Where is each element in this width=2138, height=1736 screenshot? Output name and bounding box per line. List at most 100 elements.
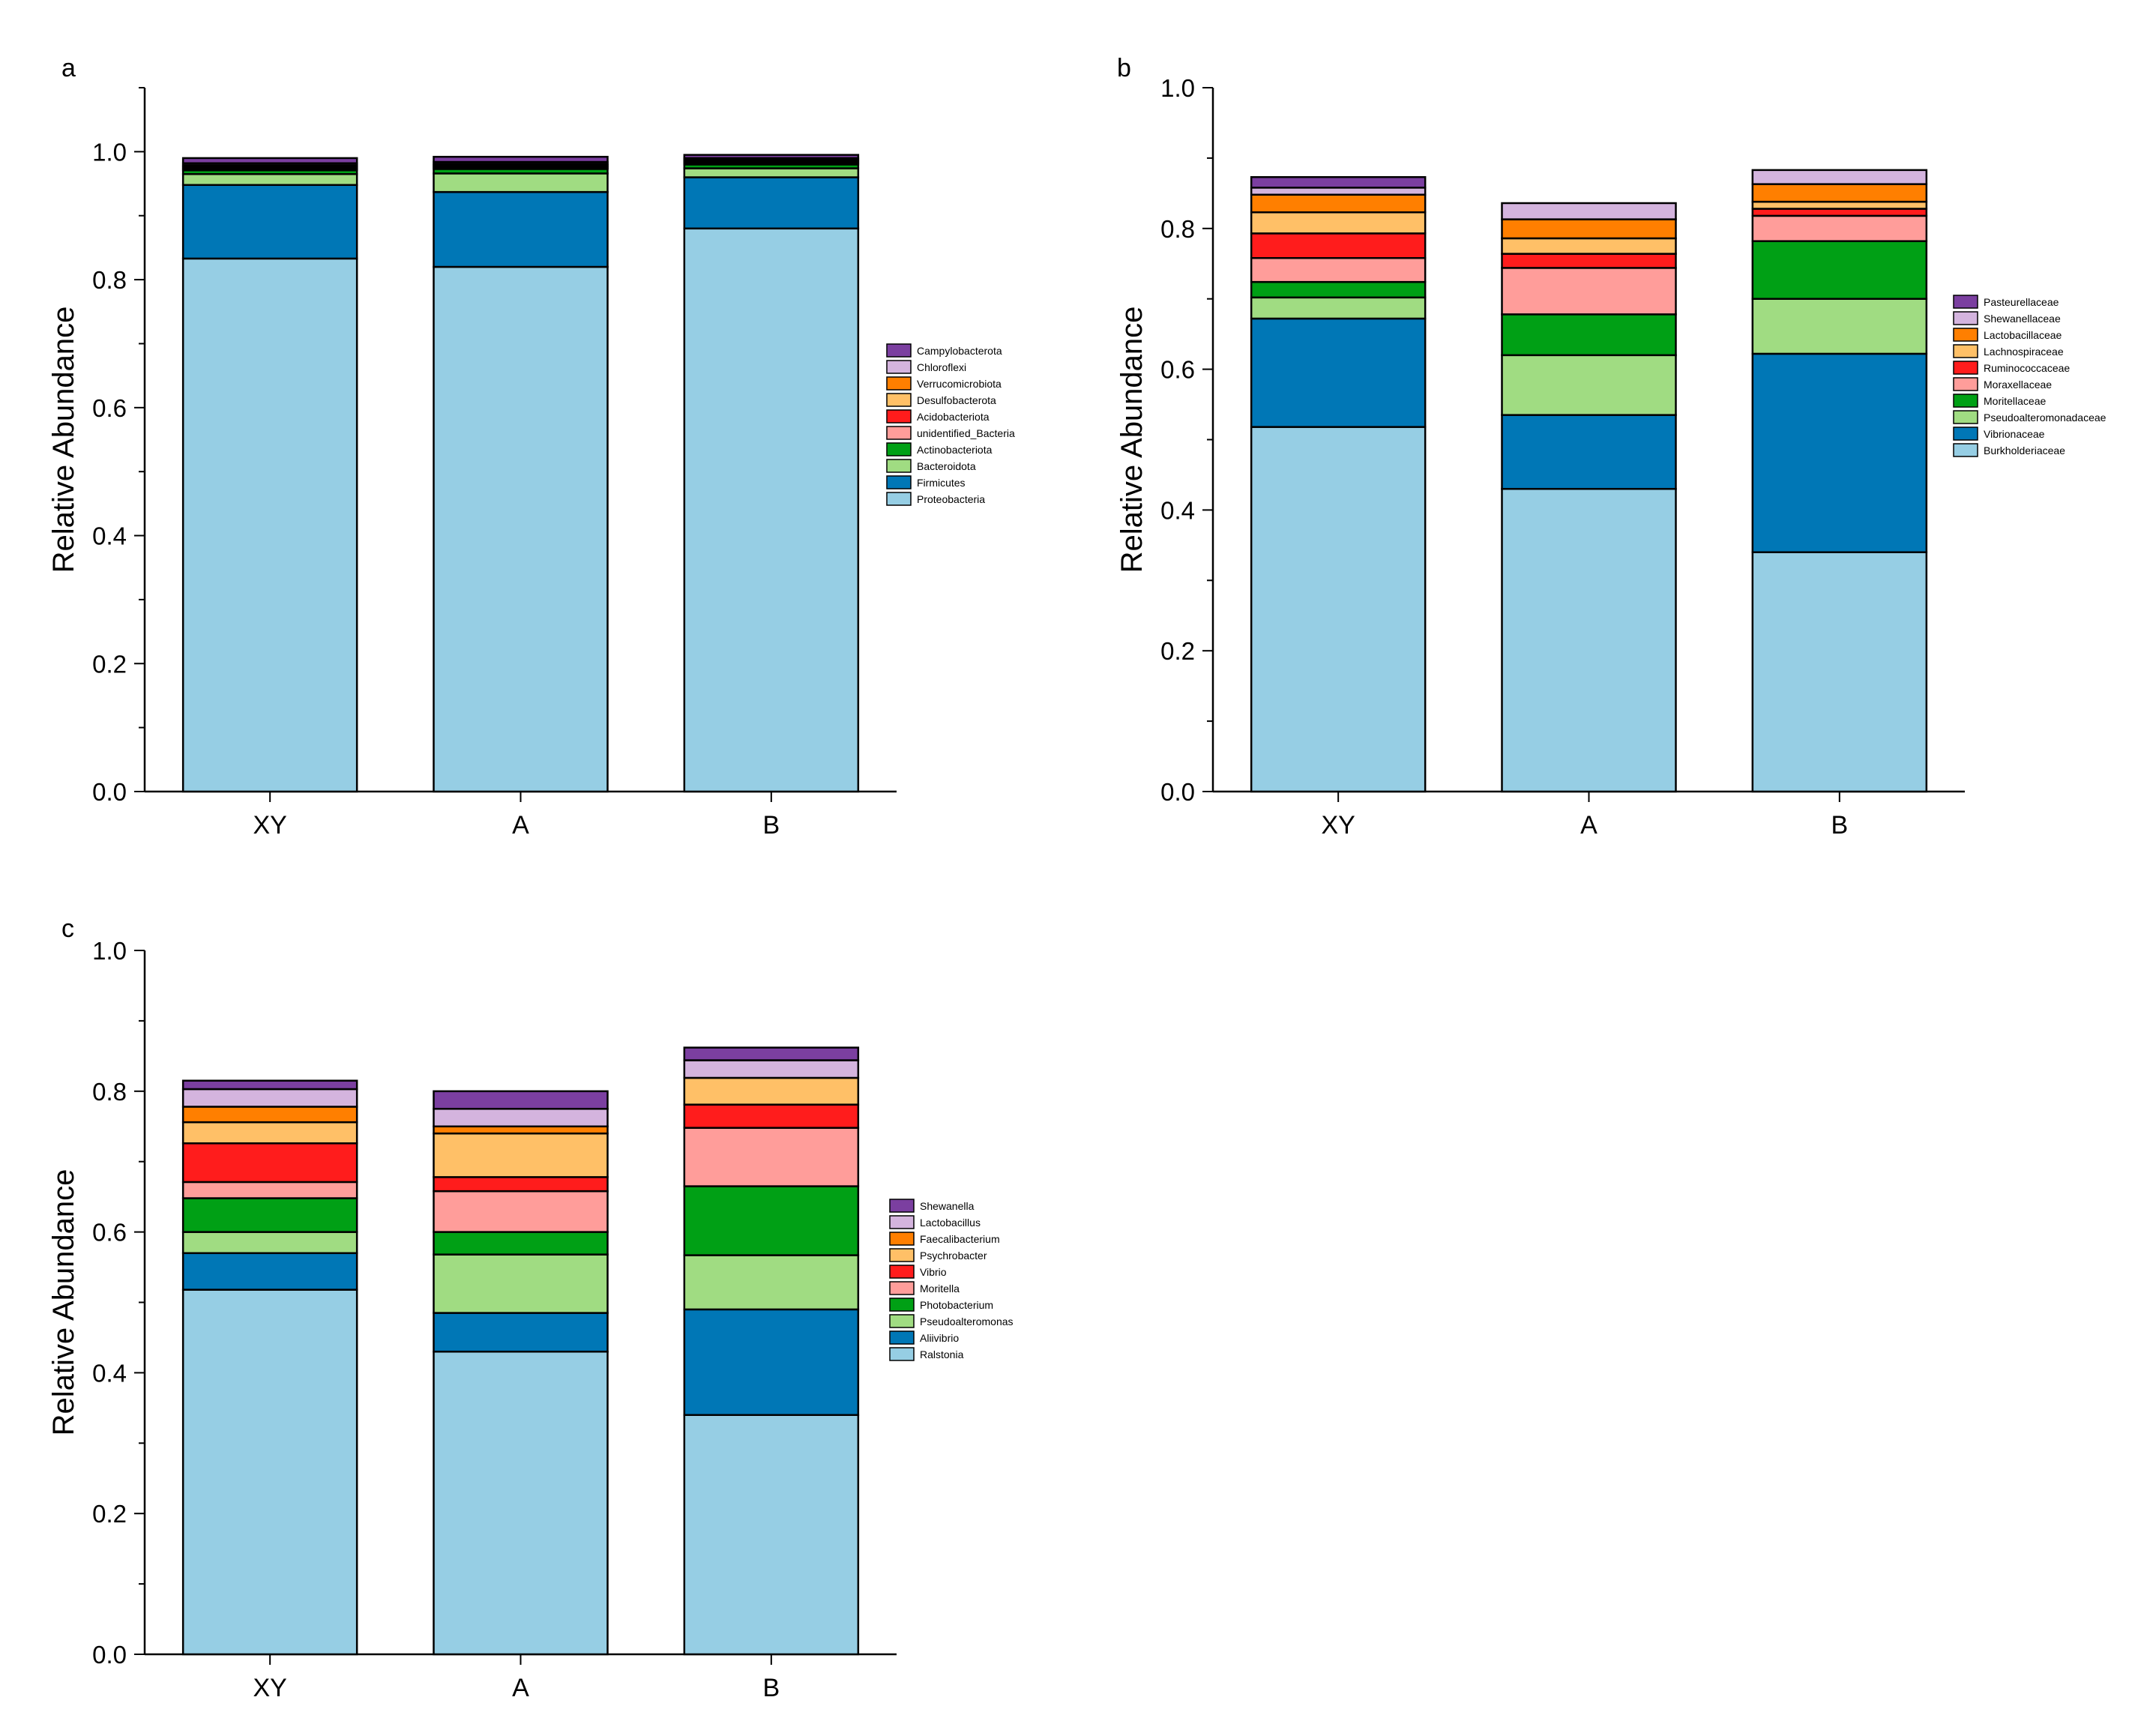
legend-label: Campylobacterota <box>917 345 1002 357</box>
bar-segment <box>1751 551 1928 793</box>
bar-segment <box>683 1127 860 1187</box>
bar-segment <box>1501 487 1677 793</box>
legend-label: Ruminococcaceae <box>1984 362 2070 374</box>
y-axis-title: Relative Abundance <box>1115 307 1148 573</box>
y-tick-label: 0.2 <box>92 650 127 678</box>
x-tick-label: B <box>762 1674 780 1702</box>
bar-segment <box>683 1076 860 1106</box>
legend-swatch <box>886 426 912 440</box>
bar-segment <box>181 184 358 260</box>
bar-segment <box>683 1103 860 1129</box>
legend-label: Moritella <box>920 1283 960 1295</box>
bar-segment <box>181 257 358 793</box>
x-tick-label: A <box>512 811 529 840</box>
bar-segment <box>1501 313 1677 357</box>
bar-segment <box>181 1231 358 1255</box>
legend-label: Moraxellaceae <box>1984 379 2052 391</box>
bar-segment <box>1501 354 1677 416</box>
bar-segment <box>433 1176 609 1193</box>
bar-segment <box>433 1132 609 1178</box>
legend-label: Chloroflexi <box>917 361 966 373</box>
panel-label: c <box>61 914 74 943</box>
bar-segment <box>683 1059 860 1079</box>
bar-segment <box>1751 208 1928 217</box>
legend-label: Actinobacteriota <box>917 444 993 456</box>
bar-segment <box>181 1197 358 1233</box>
y-tick-label: 1.0 <box>1160 74 1195 102</box>
bar-segment <box>1250 193 1427 214</box>
bar-segment <box>1751 240 1928 300</box>
y-tick-label: 0.2 <box>92 1500 127 1528</box>
legend-label: Burkholderiaceae <box>1984 444 2065 456</box>
bar-segment <box>181 1088 358 1108</box>
x-tick-label: A <box>512 1674 529 1702</box>
y-tick-label: 0.6 <box>1160 356 1195 384</box>
legend-label: Photobacterium <box>920 1299 993 1311</box>
legend-swatch <box>1953 443 1978 457</box>
bar-segment <box>683 1046 860 1061</box>
legend-label: Psychrobacter <box>920 1250 987 1262</box>
y-tick-label: 0.0 <box>1160 778 1195 806</box>
bar-segment <box>1751 169 1928 185</box>
legend-swatch <box>889 1215 915 1229</box>
bar-segment <box>1501 253 1677 269</box>
legend-label: Desulfobacterota <box>917 394 996 406</box>
legend: Shewanella Lactobacillus Faecalibacterium P… <box>889 1199 1014 1361</box>
legend-swatch <box>886 393 912 407</box>
bar-segment <box>433 1108 609 1128</box>
legend-label: Pasteurellaceae <box>1984 296 2059 308</box>
y-tick-label: 1.0 <box>92 937 127 965</box>
legend-swatch <box>886 343 912 358</box>
legend-label: Lactobacillus <box>920 1217 981 1229</box>
bar-segment <box>1751 183 1928 203</box>
bar-segment <box>1751 200 1928 210</box>
bar-segment <box>1501 267 1677 316</box>
bar-segment <box>1250 176 1427 189</box>
bar-segment <box>433 1090 609 1110</box>
legend-swatch <box>889 1298 915 1312</box>
legend-swatch <box>886 442 912 456</box>
y-axis-title: Relative Abundance <box>47 1169 80 1436</box>
legend-label: Lactobacillaceae <box>1984 329 2062 341</box>
y-tick-label: 0.8 <box>1160 215 1195 243</box>
legend-swatch <box>1953 361 1978 375</box>
legend-label: Shewanella <box>920 1200 975 1212</box>
legend-label: Aliivibrio <box>920 1332 959 1344</box>
bar-segment <box>683 176 860 230</box>
bar-segment <box>181 1121 358 1145</box>
legend-swatch <box>1953 328 1978 342</box>
chart-panel-b: b 0.0 0.2 0.4 0.6 0.8 1.0 Relative Abundance XY A… <box>1115 54 2107 840</box>
legend-label: Verrucomicrobiota <box>917 378 1002 390</box>
legend-swatch <box>889 1314 915 1328</box>
legend-swatch <box>886 475 912 489</box>
bar-segment <box>1501 218 1677 240</box>
legend-swatch <box>1953 410 1978 424</box>
bar-segment <box>433 190 609 268</box>
bar-segment <box>181 172 358 187</box>
legend-swatch <box>1953 394 1978 408</box>
legend-swatch <box>1953 344 1978 358</box>
bar-segment <box>1250 426 1427 793</box>
legend-swatch <box>886 376 912 391</box>
bar-segment <box>433 265 609 793</box>
legend-swatch <box>886 409 912 424</box>
legend-label: Acidobacteriota <box>917 411 990 423</box>
y-tick-label: 0.4 <box>1160 496 1195 524</box>
bar-segment <box>1250 317 1427 428</box>
bar-segment <box>1250 296 1427 320</box>
legend-label: Moritellaceae <box>1984 395 2046 407</box>
bar-segment <box>1501 202 1677 220</box>
bar-segment <box>683 154 860 160</box>
y-tick-label: 1.0 <box>92 138 127 166</box>
legend-label: Pseudoalteromonas <box>920 1315 1014 1327</box>
legend-swatch <box>889 1347 915 1361</box>
bar-segment <box>1751 214 1928 242</box>
y-tick-label: 0.6 <box>92 394 127 422</box>
bar-segment <box>683 1308 860 1416</box>
bar-segment <box>181 1106 358 1124</box>
legend-label: Lachnospiraceae <box>1984 346 2064 358</box>
bar-segment <box>1250 232 1427 259</box>
bar-segment <box>433 172 609 193</box>
legend-swatch <box>889 1265 915 1279</box>
